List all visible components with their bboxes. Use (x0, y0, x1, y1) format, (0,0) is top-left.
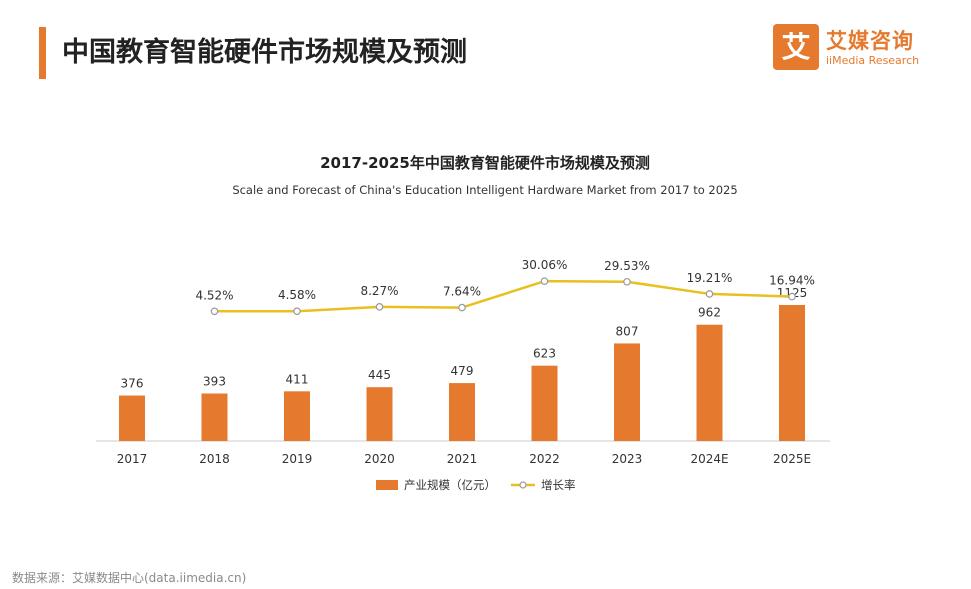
x-tick-label: 2019 (282, 452, 313, 466)
chart-title: 2017-2025年中国教育智能硬件市场规模及预测 (320, 154, 650, 172)
growth-rate-point (375, 303, 384, 311)
x-tick-label: 2021 (447, 452, 478, 466)
bar-value-label: 623 (533, 347, 556, 361)
chart-subtitle: Scale and Forecast of China's Education … (232, 183, 737, 197)
bar-2024E (696, 324, 723, 441)
x-tick-label: 2018 (199, 452, 230, 466)
growth-rate-label: 7.64% (443, 285, 481, 299)
bar-2019 (284, 391, 310, 441)
bar-2021 (449, 383, 475, 441)
bar-value-label: 411 (286, 372, 309, 386)
bar-value-label: 376 (121, 377, 144, 391)
growth-rate-line (214, 279, 793, 313)
x-tick-label: 2020 (364, 452, 395, 466)
bar-2018 (201, 393, 228, 441)
legend-bar-label: 产业规模（亿元） (404, 478, 496, 492)
bar-value-label: 479 (451, 364, 474, 378)
growth-rate-point (705, 290, 714, 298)
growth-rate-label: 8.27% (360, 284, 398, 298)
growth-rate-label: 19.21% (687, 271, 733, 285)
x-tick-label: 2022 (529, 452, 560, 466)
title-accent-bar (39, 27, 46, 79)
growth-rate-point (540, 277, 549, 285)
growth-rate-label: 16.94% (769, 274, 815, 288)
x-tick-label: 2017 (117, 452, 148, 466)
growth-rate-point (623, 277, 631, 286)
legend-line-marker (519, 481, 527, 489)
legend-bar-swatch (376, 480, 398, 490)
x-tick-label: 2024E (690, 452, 728, 466)
growth-rate-point (788, 292, 796, 301)
growth-rate-label: 4.58% (278, 288, 316, 302)
growth-rate-label: 4.52% (195, 288, 233, 302)
bar-value-label: 962 (698, 306, 721, 320)
brand-logo: 艾 艾媒咨询 iiMedia Research (773, 24, 943, 76)
growth-rate-point (293, 307, 301, 315)
bar-2023 (614, 343, 640, 441)
bar-2017 (119, 395, 145, 441)
growth-rate-point (210, 307, 219, 316)
x-tick-label: 2025E (773, 452, 811, 466)
bar-2022 (531, 365, 558, 441)
growth-rate-point (458, 303, 466, 312)
legend-line-label: 增长率 (541, 478, 576, 492)
bar-value-label: 393 (203, 374, 226, 388)
bar-2025E (779, 305, 805, 441)
growth-rate-label: 29.53% (604, 259, 650, 273)
logo-name-en: iiMedia Research (826, 54, 920, 67)
bar-value-label: 445 (368, 368, 391, 382)
growth-rate-label: 30.06% (522, 258, 568, 272)
logo-mark: 艾 (773, 24, 819, 70)
bar-2020 (366, 387, 393, 441)
logo-name-cn: 艾媒咨询 (826, 29, 914, 53)
data-source-note: 数据来源：艾媒数据中心(data.iimedia.cn) (12, 571, 247, 585)
x-tick-label: 2023 (612, 452, 643, 466)
page-title: 中国教育智能硬件市场规模及预测 (62, 37, 467, 68)
bar-value-label: 807 (616, 324, 639, 338)
